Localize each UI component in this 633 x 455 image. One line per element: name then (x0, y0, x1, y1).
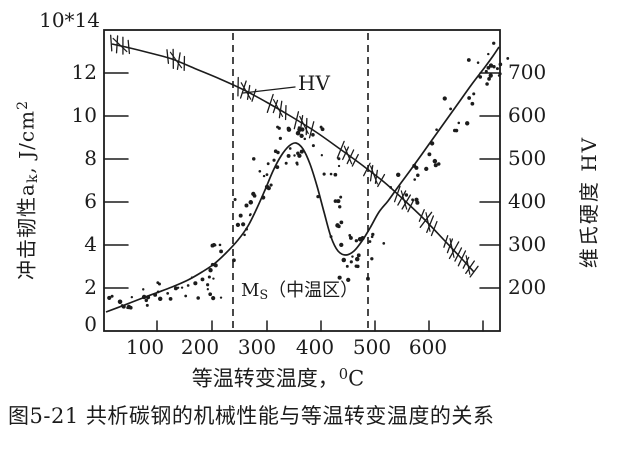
x-axis-title: 等温转变温度，0C (191, 366, 365, 391)
hv-hatch-markers (110, 34, 479, 278)
plot-frame (103, 29, 501, 332)
x-axis-title-text: 等温转变温度， (191, 366, 339, 391)
ms-label-m: M (241, 280, 260, 301)
left-axis-tick-label: 6 (84, 189, 97, 213)
left-axis-tick-label: 2 (84, 275, 97, 299)
x-axis-tick-label: 600 (408, 335, 448, 359)
left-axis-title: 冲击韧性ak, J/cm2 (14, 100, 41, 280)
scatter-dots (107, 41, 510, 310)
hv-callout-leader-line (242, 86, 296, 94)
right-axis-tick-label: 500 (508, 146, 547, 170)
ms-label-zone: （中温区） (268, 280, 359, 301)
ms-zone-label: MS（中温区） (241, 282, 358, 302)
x-axis-title-sup: 0 (338, 366, 349, 383)
x-axis-tick-label: 200 (180, 335, 220, 359)
x-axis-tick-label: 500 (352, 335, 392, 359)
left-axis-tick-label: 10 (71, 103, 97, 127)
x-axis-tick-label: 100 (125, 335, 165, 359)
right-axis-tick-label: 300 (508, 232, 547, 256)
axis-ticks (103, 72, 501, 332)
right-axis-tick-label: 400 (508, 189, 547, 213)
ak-toughness-curve (105, 46, 500, 313)
left-axis-tick-label: 8 (84, 146, 97, 170)
left-axis-tick-label: 0 (84, 312, 97, 336)
left-axis-tick-label: 4 (84, 232, 97, 256)
right-axis-tick-label: 700 (508, 60, 547, 84)
hv-curve-callout: HV (298, 71, 330, 95)
left-axis-tick-label: 12 (71, 60, 97, 84)
ms-label-sub: S (259, 287, 269, 303)
left-axis-title-sup: 2 (15, 100, 32, 110)
left-axis-scale-label: 10*14 (39, 8, 100, 32)
left-axis-title-text: 冲击韧性a (14, 183, 39, 280)
x-axis-title-suffix: C (348, 366, 365, 391)
left-axis-title-sub: k (24, 173, 41, 184)
right-axis-tick-label: 200 (508, 275, 547, 299)
left-axis-title-mid: , J/cm (14, 109, 39, 174)
figure-caption: 图5-21 共析碳钢的机械性能与等温转变温度的关系 (8, 404, 495, 428)
ms-zone-dashed-lines (232, 33, 369, 331)
x-axis-tick-label: 300 (237, 335, 277, 359)
x-axis-tick-label: 400 (295, 335, 335, 359)
right-axis-tick-label: 600 (508, 103, 547, 127)
right-axis-title: 维氏硬度 HV (577, 135, 601, 269)
